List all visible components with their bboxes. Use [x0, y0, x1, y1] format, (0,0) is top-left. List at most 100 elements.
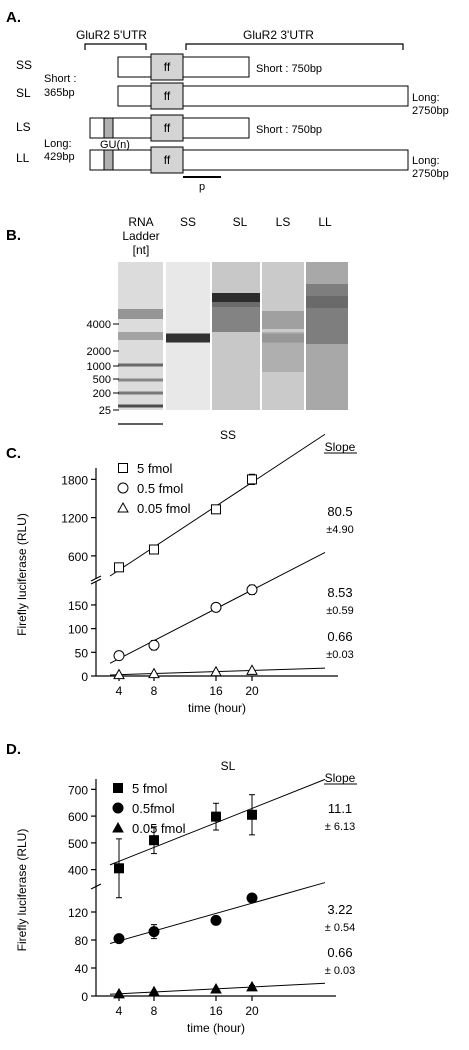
gel-band — [118, 363, 163, 367]
chart-title: SS — [220, 428, 236, 442]
data-point — [246, 584, 258, 596]
y-tick-label: 700 — [68, 783, 88, 797]
slope-error: ±4.90 — [326, 524, 353, 536]
ladder-mark-label: 25 — [99, 405, 111, 417]
fit-line — [109, 882, 326, 944]
slope-value: 11.1 — [328, 801, 352, 816]
slope-value: 8.53 — [327, 585, 352, 600]
y-tick-label: 150 — [68, 599, 88, 613]
utr3-bracket — [185, 43, 404, 50]
slope-error: ± 6.13 — [325, 821, 356, 833]
gel-band — [262, 311, 304, 329]
data-point — [210, 601, 222, 613]
data-point — [149, 835, 159, 846]
ladder-header-2: Ladder — [122, 229, 159, 243]
ls-5utr-box — [89, 117, 152, 139]
data-point — [246, 980, 258, 992]
data-point — [113, 650, 125, 662]
data-point — [113, 987, 125, 999]
x-tick-label: 4 — [116, 684, 123, 698]
construct-ss: SS — [16, 58, 32, 72]
legend-marker — [112, 802, 124, 814]
slope-value: 80.5 — [327, 504, 352, 519]
x-tick-label: 16 — [209, 684, 223, 698]
ll-3utr-box — [182, 149, 409, 171]
ladder-mark-label: 200 — [93, 388, 111, 400]
gel-band — [118, 391, 163, 395]
lane-label-sl: SL — [233, 215, 248, 229]
ladder-mark-label: 2000 — [87, 346, 111, 358]
ss-3utr-box — [182, 56, 250, 78]
sl-3utr-box — [182, 85, 409, 107]
ls-ff-label: ff — [164, 121, 171, 135]
gel-band — [306, 284, 348, 344]
ll-5utr-box — [89, 149, 152, 171]
gu-label: GU(n) — [100, 139, 130, 151]
sl-ff-label: ff — [164, 89, 171, 103]
legend-label: 0.5 fmol — [137, 481, 183, 496]
slope-error: ±0.03 — [326, 649, 353, 661]
y-tick-label: 600 — [68, 550, 88, 564]
ladder-header-3: [nt] — [133, 243, 150, 257]
sl-long3-label-2: 2750bp — [412, 105, 449, 117]
y-tick-label: 500 — [68, 837, 88, 851]
fit-line — [109, 778, 326, 866]
data-point — [246, 892, 258, 904]
gel-band — [118, 332, 163, 340]
axis-break — [90, 883, 102, 890]
data-point — [113, 933, 125, 945]
data-point — [113, 668, 125, 680]
slope-error: ±0.59 — [326, 605, 353, 617]
data-point — [246, 664, 258, 675]
panel-d-label: D. — [6, 741, 21, 758]
y-tick-label: 80 — [75, 934, 89, 948]
data-point — [148, 985, 160, 997]
x-tick-label: 4 — [116, 1004, 123, 1018]
ladder-mark-label: 500 — [93, 374, 111, 386]
ladder-header-1: RNA — [128, 215, 153, 229]
chart-ss: SS Slope 600 1200 1800 0 50 100 150 4 8 16 20 time (h… — [15, 428, 357, 715]
data-point — [211, 811, 221, 822]
slope-error: ± 0.03 — [325, 965, 356, 977]
sl-5utr-box — [117, 85, 152, 107]
slope-value: 3.22 — [327, 902, 352, 917]
utr3-label: GluR2 3'UTR — [243, 28, 314, 42]
gel-band — [166, 333, 210, 343]
legend-label: 5 fmol — [132, 781, 168, 796]
slope-header: Slope — [325, 440, 356, 454]
gel-image — [118, 262, 348, 425]
chart-title: SL — [221, 759, 236, 773]
ss-ff-box — [150, 53, 184, 81]
y-tick-label: 50 — [75, 646, 89, 660]
slope-error: ± 0.54 — [325, 922, 356, 934]
utr5-label: GluR2 5'UTR — [76, 28, 147, 42]
y-tick-label: 600 — [68, 810, 88, 824]
data-point — [114, 562, 124, 573]
gel-band — [118, 404, 163, 408]
legend-label: 0.5fmol — [132, 801, 175, 816]
sl-ff-box — [150, 82, 184, 110]
sl-long3-label-1: Long: — [412, 92, 440, 104]
data-point — [211, 504, 221, 515]
data-point — [247, 474, 257, 485]
ladder-mark-label: 4000 — [87, 319, 111, 331]
y-tick-label: 1200 — [61, 512, 88, 526]
y-tick-label: 0 — [81, 670, 88, 684]
lane-label-ss: SS — [180, 215, 196, 229]
gel-band — [118, 309, 163, 319]
legend-label: 5 fmol — [137, 461, 173, 476]
ss-5utr-box — [117, 56, 152, 78]
construct-sl: SL — [16, 86, 31, 100]
legend-marker — [118, 463, 128, 473]
gel-lane — [212, 262, 260, 410]
ls-short3-label: Short : 750bp — [256, 124, 322, 136]
x-tick-label: 8 — [151, 684, 158, 698]
x-tick-label: 20 — [245, 684, 259, 698]
data-point — [210, 982, 222, 994]
slope-value: 0.66 — [327, 629, 352, 644]
y-tick-label: 40 — [75, 962, 89, 976]
data-point — [247, 809, 257, 820]
x-axis-label: time (hour) — [187, 1021, 245, 1035]
